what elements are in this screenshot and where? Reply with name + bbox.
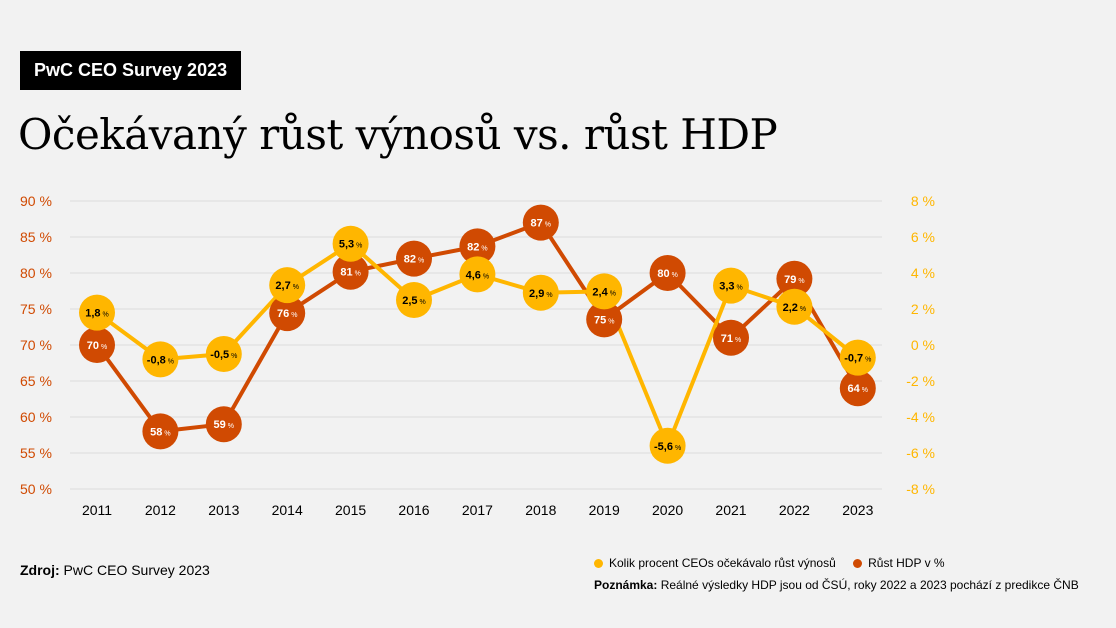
data-label: 1,8% [85,308,109,320]
data-point [713,319,749,356]
x-tick-label: 2021 [715,502,746,518]
right-tick-label: -6 % [906,445,935,461]
left-tick-label: 85 % [20,229,52,245]
right-tick-label: 0 % [911,337,935,353]
right-tick-label: -2 % [906,373,935,389]
data-point [839,370,876,407]
data-label: 80% [657,268,677,280]
right-tick-label: 2 % [911,301,935,317]
data-point [205,336,242,372]
x-tick-label: 2016 [398,502,429,518]
data-label: 3,3% [719,281,743,293]
x-tick-label: 2022 [779,502,810,518]
x-tick-label: 2023 [842,502,873,518]
data-label: 75% [594,314,614,326]
data-point [459,256,496,293]
note-text: Reálné výsledky HDP jsou od ČSÚ, roky 20… [660,578,1079,592]
chart-title: Očekávaný růst výnosů vs. růst HDP [18,110,778,159]
data-point [79,294,115,331]
data-point [522,204,559,241]
data-point [79,327,115,363]
left-tick-label: 60 % [20,409,52,425]
x-tick-label: 2014 [272,502,303,518]
survey-badge: PwC CEO Survey 2023 [20,51,242,90]
data-label: 5,3% [339,239,363,251]
data-point [269,295,306,332]
note-label: Poznámka: [594,578,658,592]
data-label: 64% [848,383,868,395]
data-point [396,282,432,318]
source-text: PwC CEO Survey 2023 [63,562,210,578]
legend-dot-yellow [594,559,603,569]
data-label: 2,4% [592,286,616,298]
data-label: -0,7% [844,353,871,365]
data-point [649,427,686,464]
data-point [839,339,876,376]
data-label: 82% [467,241,487,253]
x-tick-label: 2012 [145,502,176,518]
left-tick-label: 65 % [20,373,52,389]
x-tick-label: 2018 [525,502,556,518]
data-label: 58% [150,426,170,438]
data-label: -5,6% [654,441,681,453]
data-point [142,413,179,450]
data-point [649,255,686,291]
right-tick-label: 6 % [911,229,935,245]
data-label: 79% [784,274,804,286]
data-label: 71% [721,333,741,345]
data-label: 59% [214,419,234,431]
data-point [205,406,242,443]
data-label: 87% [531,218,551,230]
right-tick-label: -4 % [906,409,935,425]
x-tick-label: 2019 [589,502,620,518]
data-label: 4,6% [466,269,490,281]
data-label: 2,2% [783,302,807,314]
left-tick-label: 80 % [20,265,52,281]
data-label: 70% [87,340,107,352]
data-point [142,341,179,378]
data-label: 82% [404,254,424,266]
x-tick-label: 2017 [462,502,493,518]
data-point [586,301,623,338]
data-label: 76% [277,308,297,320]
legend-dot-orange [853,559,863,569]
source: Zdroj: PwC CEO Survey 2023 [20,562,210,578]
data-label: -0,5% [210,349,237,361]
left-tick-label: 90 % [20,193,52,209]
data-label: 2,5% [402,295,426,307]
note: Poznámka: Reálné výsledky HDP jsou od ČS… [594,578,1079,592]
data-point [459,228,496,265]
left-tick-label: 75 % [20,301,52,317]
data-point [332,225,369,262]
x-tick-label: 2013 [208,502,239,518]
data-label: -0,8% [147,354,174,366]
data-point [776,288,813,325]
legend: Kolik procent CEOs očekávalo růst výnosů… [594,556,945,570]
x-tick-label: 2011 [82,502,112,518]
left-tick-label: 50 % [20,481,52,497]
legend-label: Kolik procent CEOs očekávalo růst výnosů [609,556,836,570]
x-tick-label: 2020 [652,502,683,518]
data-point [776,260,813,297]
data-point [586,273,623,310]
data-point [269,267,306,304]
x-tick-label: 2015 [335,502,366,518]
left-tick-label: 70 % [20,337,52,353]
legend-label: Růst HDP v % [868,556,945,570]
data-label: 2,7% [275,280,299,292]
data-point [522,274,559,311]
data-point [713,267,749,304]
right-tick-label: -8 % [906,481,935,497]
data-label: 2,9% [529,288,553,300]
right-tick-label: 8 % [911,193,935,209]
data-point [396,240,432,277]
data-point [332,253,369,290]
right-tick-label: 4 % [911,265,935,281]
source-label: Zdroj: [20,562,60,578]
data-label: 81% [340,267,360,279]
left-tick-label: 55 % [20,445,52,461]
